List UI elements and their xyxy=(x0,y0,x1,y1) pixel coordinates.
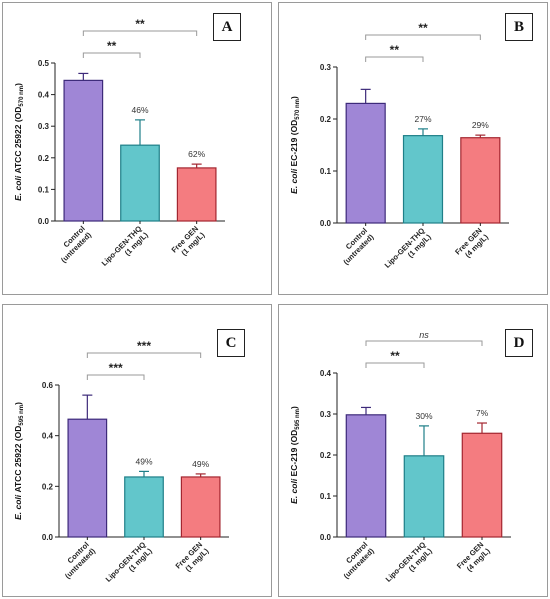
y-axis-label: E. coli ATCC 25922 (OD570 nm) xyxy=(13,83,25,201)
chart-panel-a: 0.0 0.1 0.2 0.3 0.4 0.5 E. coli ATCC 25922 (OD… xyxy=(2,2,272,295)
significance-bracket xyxy=(82,52,141,58)
y-tick-label: 0.5 xyxy=(38,59,50,68)
category-label: Free GEN(4 mg/L) xyxy=(453,226,490,263)
y-axis-label: E. coli EC-219 (OD570 nm) xyxy=(289,96,301,194)
y-axis-label: E. coli EC-219 (OD595 nm) xyxy=(289,406,301,504)
category-label: Control(untreated) xyxy=(335,226,376,267)
significance-bracket xyxy=(365,56,424,62)
category-label: Lipo-GEN-THQ(1 mg/L) xyxy=(384,540,434,590)
chart-panel-d: 0.0 0.1 0.2 0.3 0.4 E. coli EC-219 (OD595 nm)… xyxy=(278,304,548,597)
bar xyxy=(402,135,444,224)
bar xyxy=(345,414,387,538)
y-tick-label: 0.1 xyxy=(320,492,332,501)
category-label: Free GEN(1 mg/L) xyxy=(174,540,211,577)
significance-label: *** xyxy=(109,361,123,375)
y-tick-label: 0.4 xyxy=(320,369,332,378)
y-tick-label: 0.2 xyxy=(42,482,54,491)
y-tick-label: 0.2 xyxy=(320,115,332,124)
category-label: Control(untreated) xyxy=(57,540,98,581)
percent-label: 30% xyxy=(415,411,432,421)
significance-label: ** xyxy=(107,39,117,53)
significance-bracket xyxy=(365,340,483,346)
y-tick-label: 0.1 xyxy=(320,167,332,176)
bar xyxy=(124,476,164,538)
y-tick-label: 0.2 xyxy=(320,451,332,460)
significance-label: ns xyxy=(419,330,429,340)
chart-c-svg: 0.0 0.2 0.4 0.6 E. coli ATCC 25922 (OD595 nm… xyxy=(13,339,229,590)
bar xyxy=(176,167,217,222)
significance-label: ** xyxy=(135,17,145,31)
y-tick-label: 0.1 xyxy=(38,185,50,194)
chart-panel-c: 0.0 0.2 0.4 0.6 E. coli ATCC 25922 (OD595 nm… xyxy=(2,304,272,597)
bar xyxy=(460,137,501,224)
y-tick-label: 0.4 xyxy=(42,432,54,441)
y-axis-label: E. coli ATCC 25922 (OD595 nm) xyxy=(13,402,25,520)
bar xyxy=(180,476,221,538)
panel-label-b: B xyxy=(505,13,533,41)
significance-label: *** xyxy=(137,339,151,353)
percent-label: 62% xyxy=(188,149,205,159)
bar xyxy=(345,102,386,224)
y-tick-label: 0.4 xyxy=(38,91,50,100)
chart-a-svg: 0.0 0.1 0.2 0.3 0.4 0.5 E. coli ATCC 25922 (OD… xyxy=(13,17,225,274)
bar xyxy=(120,144,160,222)
percent-label: 46% xyxy=(131,105,148,115)
y-tick-label: 0.0 xyxy=(42,533,54,542)
y-tick-label: 0.0 xyxy=(320,533,332,542)
panel-label-a: A xyxy=(213,13,241,41)
significance-bracket xyxy=(365,34,481,40)
chart-b-svg: 0.0 0.1 0.2 0.3 E. coli EC-219 (OD570 nm) Con… xyxy=(289,21,509,276)
y-tick-label: 0.2 xyxy=(38,154,50,163)
category-label: Free GEN(1 mg/L) xyxy=(170,224,207,261)
significance-label: ** xyxy=(418,21,428,35)
category-label: Lipo-GEN-THQ(1 mg/L) xyxy=(100,224,150,274)
percent-label: 49% xyxy=(135,456,152,466)
chart-d-svg: 0.0 0.1 0.2 0.3 0.4 E. coli EC-219 (OD595 nm)… xyxy=(289,330,511,590)
significance-bracket xyxy=(365,362,425,368)
y-tick-label: 0.3 xyxy=(38,122,50,131)
panel-label-c: C xyxy=(217,329,245,357)
y-tick-label: 0.6 xyxy=(42,381,54,390)
y-tick-label: 0.3 xyxy=(320,63,332,72)
panel-label-d: D xyxy=(505,329,533,357)
bar xyxy=(403,455,445,538)
category-label: Control(untreated) xyxy=(53,224,94,265)
percent-label: 27% xyxy=(414,114,431,124)
y-tick-label: 0.0 xyxy=(320,219,332,228)
y-tick-label: 0.3 xyxy=(320,410,332,419)
category-label: Lipo-GEN-THQ(1 mg/L) xyxy=(104,540,154,590)
significance-bracket xyxy=(82,30,198,36)
bar xyxy=(461,432,503,538)
category-label: Lipo-GEN-THQ(1 mg/L) xyxy=(383,226,433,276)
significance-bracket xyxy=(86,374,145,380)
percent-label: 49% xyxy=(192,459,209,469)
significance-bracket xyxy=(86,352,202,358)
bar xyxy=(63,79,104,222)
bar xyxy=(67,418,108,538)
percent-label: 29% xyxy=(472,120,489,130)
category-label: Control(untreated) xyxy=(335,540,376,581)
chart-panel-b: 0.0 0.1 0.2 0.3 E. coli EC-219 (OD570 nm) Con… xyxy=(278,2,548,295)
significance-label: ** xyxy=(390,349,400,363)
percent-label: 7% xyxy=(476,408,489,418)
significance-label: ** xyxy=(390,43,400,57)
category-label: Free GEN(4 mg/L) xyxy=(455,540,492,577)
y-tick-label: 0.0 xyxy=(38,217,50,226)
